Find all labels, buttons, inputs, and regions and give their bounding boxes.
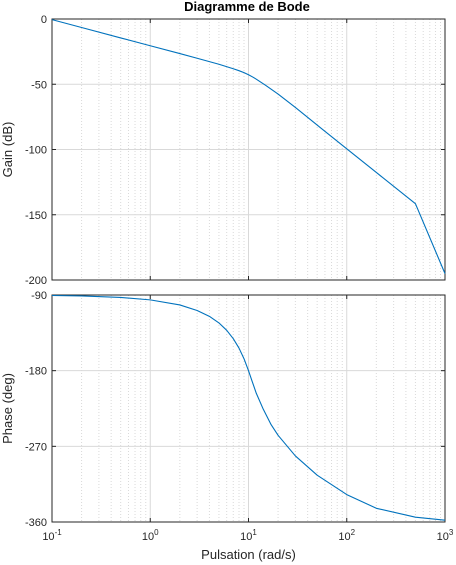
x-axis-label: Pulsation (rad/s) — [201, 547, 296, 562]
series-line — [51, 19, 446, 274]
phase-plot: -90 -180 -270 -360 Phase (deg) 10-1 100 101 102 1… — [0, 290, 454, 562]
chart-title: Diagramme de Bode — [184, 0, 310, 14]
x-tick-label: 102 — [338, 528, 355, 543]
y-tick-label: -100 — [25, 145, 47, 157]
y-tick-label: 0 — [41, 14, 47, 26]
y-tick-label: -200 — [25, 275, 47, 287]
y-tick-label: -90 — [31, 290, 47, 302]
y-tick-label: -50 — [31, 79, 47, 91]
x-tick-label: 100 — [142, 528, 159, 543]
x-tick-label: 101 — [240, 528, 257, 543]
x-tick-label: 10-1 — [42, 528, 62, 543]
y-tick-label: -180 — [25, 366, 47, 378]
y-tick-label: -150 — [25, 210, 47, 222]
axes-box — [51, 18, 446, 281]
gain-plot: 0 -50 -100 -150 -200 Gain (dB) — [0, 14, 446, 287]
y-axis-label: Gain (dB) — [0, 122, 15, 178]
x-tick-label: 103 — [437, 528, 454, 543]
series-line — [51, 294, 446, 521]
axes-box — [51, 294, 446, 523]
y-tick-label: -360 — [25, 517, 47, 529]
y-axis-label: Phase (deg) — [0, 373, 15, 444]
y-tick-label: -270 — [25, 441, 47, 453]
